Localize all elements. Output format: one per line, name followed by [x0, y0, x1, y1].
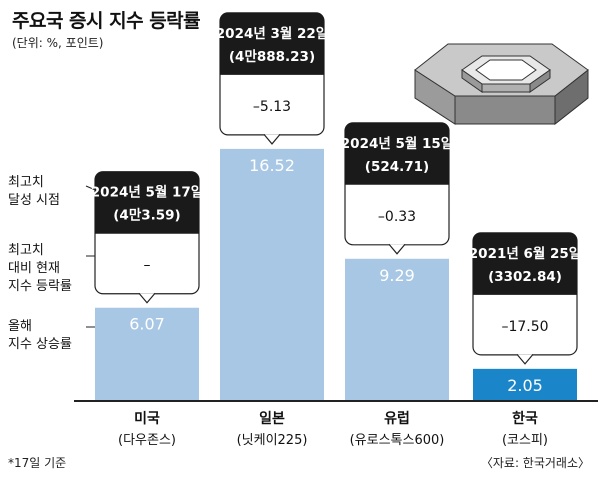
bar-value-label-2: 9.29 — [379, 266, 415, 285]
legend-label-ytd-gain: 올해 지수 상승률 — [8, 319, 72, 352]
x-axis-labels: 미국 (다우존스) 일본 (닛케이225) 유럽 (유로스톡스600) 한국 (코스피) — [118, 411, 548, 448]
bar-0 — [95, 307, 199, 400]
x-index-label-0: (다우존스) — [118, 433, 176, 448]
callout-level-1: (4만888.23) — [229, 49, 315, 65]
callout-header-0 — [95, 171, 199, 234]
callout-boxes: 2024년 5월 17일 (4만3.59) – 2024년 3월 22일 (4만888.… — [91, 12, 581, 365]
footnote: *17일 기준 — [8, 456, 67, 470]
callout-date-3: 2021년 6월 25일 — [469, 245, 581, 262]
callout-header-2 — [345, 122, 449, 185]
callout-date-1: 2024년 3월 22일 — [216, 25, 328, 42]
callout-header-3 — [473, 232, 577, 295]
x-category-label-0: 미국 — [134, 411, 160, 427]
x-category-label-3: 한국 — [512, 411, 538, 427]
hexagon-block-icon — [414, 43, 589, 126]
callout-level-3: (3302.84) — [488, 269, 562, 285]
callout-level-0: (4만3.59) — [113, 208, 180, 224]
x-index-label-2: (유로스톡스600) — [350, 433, 445, 448]
baseline — [74, 400, 598, 402]
callout-pointer-1 — [263, 134, 281, 145]
x-category-label-1: 일본 — [259, 411, 285, 427]
legend-label-peak-date: 최고치 달성 시점 — [8, 175, 60, 208]
bar-1 — [220, 148, 324, 400]
x-category-label-2: 유럽 — [384, 411, 410, 427]
source-note: 〈자료: 한국거래소〉 — [480, 456, 590, 470]
callout-header-1 — [220, 12, 324, 75]
callout-change-1: –5.13 — [253, 99, 291, 115]
x-index-label-3: (코스피) — [502, 433, 548, 448]
callout-pointer-3 — [516, 353, 534, 365]
bar-value-label-1: 16.52 — [249, 156, 295, 175]
unit-note: (단위: %, 포인트) — [12, 36, 104, 50]
legend-label-change-from-peak: 최고치 대비 현재 지수 등락률 — [8, 243, 72, 294]
callout-level-2: (524.71) — [365, 159, 429, 175]
callout-change-0: – — [144, 258, 151, 274]
callout-pointer-2 — [388, 243, 406, 255]
callout-date-0: 2024년 5월 17일 — [91, 184, 203, 201]
bar-3 — [473, 368, 577, 400]
callout-change-3: –17.50 — [501, 319, 548, 335]
bar-series: 6.07 16.52 9.29 2.05 — [95, 148, 577, 400]
bar-2 — [345, 258, 449, 400]
x-index-label-1: (닛케이225) — [237, 433, 308, 448]
chart-title: 주요국 증시 지수 등락률 — [12, 10, 201, 32]
callout-pointer-0 — [138, 292, 156, 304]
bar-value-label-0: 6.07 — [129, 315, 165, 334]
bar-value-label-3: 2.05 — [507, 376, 543, 395]
callout-date-2: 2024년 5월 15일 — [341, 135, 453, 152]
callout-change-2: –0.33 — [378, 209, 416, 225]
